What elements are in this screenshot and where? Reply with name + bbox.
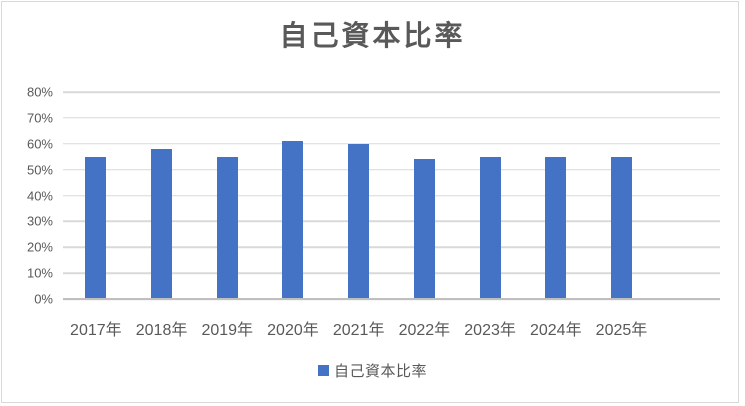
bar-2024年 xyxy=(545,156,567,299)
bar-2025年 xyxy=(610,156,632,299)
x-category-label-empty xyxy=(654,316,720,340)
x-axis-line xyxy=(63,298,720,300)
bar-2018年 xyxy=(151,148,173,299)
plot-area xyxy=(63,91,720,300)
category-slot xyxy=(326,92,392,299)
x-category-label: 2018年 xyxy=(135,322,188,339)
y-tick-label: 40% xyxy=(26,188,53,203)
y-tick-label: 20% xyxy=(26,239,53,255)
bar-2023年 xyxy=(479,156,501,299)
category-slot xyxy=(457,92,523,299)
category-slot xyxy=(260,92,326,299)
gridline xyxy=(63,194,720,197)
gridline xyxy=(63,246,720,248)
category-slot xyxy=(589,92,655,299)
gridline xyxy=(63,91,720,93)
x-category-label: 2017年 xyxy=(70,322,122,339)
bar-2021年 xyxy=(348,143,370,299)
x-category-label: 2020年 xyxy=(267,322,319,339)
x-category-label: 2021年 xyxy=(332,322,385,339)
y-tick-label: 60% xyxy=(26,136,53,152)
y-tick-label: 50% xyxy=(26,162,53,178)
legend-swatch-icon xyxy=(317,364,329,376)
y-tick-label: 70% xyxy=(26,110,53,126)
gridline xyxy=(63,272,720,274)
x-category-label: 2025年 xyxy=(595,322,648,339)
x-category-label: 2024年 xyxy=(529,322,582,339)
chart-title: 自己資本比率 xyxy=(279,20,466,51)
bar-2022年 xyxy=(413,159,435,299)
bar-2017年 xyxy=(85,156,107,299)
gridline xyxy=(63,168,720,171)
x-axis: 2017年 2018年 2019年 2020年 2021年 2022年 2023年 2024年… xyxy=(63,316,720,340)
x-category-label: 2022年 xyxy=(398,322,451,339)
x-category-label: 2023年 xyxy=(464,322,516,339)
category-slot xyxy=(654,92,720,299)
category-slot xyxy=(63,92,129,299)
y-tick-label: 0% xyxy=(34,291,53,307)
x-category-label: 2019年 xyxy=(201,322,254,339)
y-tick-label: 30% xyxy=(26,213,53,229)
bar-2019年 xyxy=(216,156,238,299)
gridline xyxy=(63,117,720,119)
y-tick-label: 80% xyxy=(26,84,53,100)
gridline xyxy=(63,143,720,145)
bar-2020年 xyxy=(282,141,304,299)
gridline xyxy=(63,220,720,223)
legend: 自己資本比率 xyxy=(0,361,745,380)
legend-label: 自己資本比率 xyxy=(333,362,427,380)
category-slot xyxy=(392,92,458,299)
y-tick-label: 10% xyxy=(26,265,53,281)
category-slot xyxy=(194,92,260,299)
bar-series xyxy=(63,92,720,299)
y-axis: 80% 70% 60% 50% 40% 30% 20% 10% 0% xyxy=(0,85,53,307)
category-slot xyxy=(129,92,195,299)
category-slot xyxy=(523,92,589,299)
